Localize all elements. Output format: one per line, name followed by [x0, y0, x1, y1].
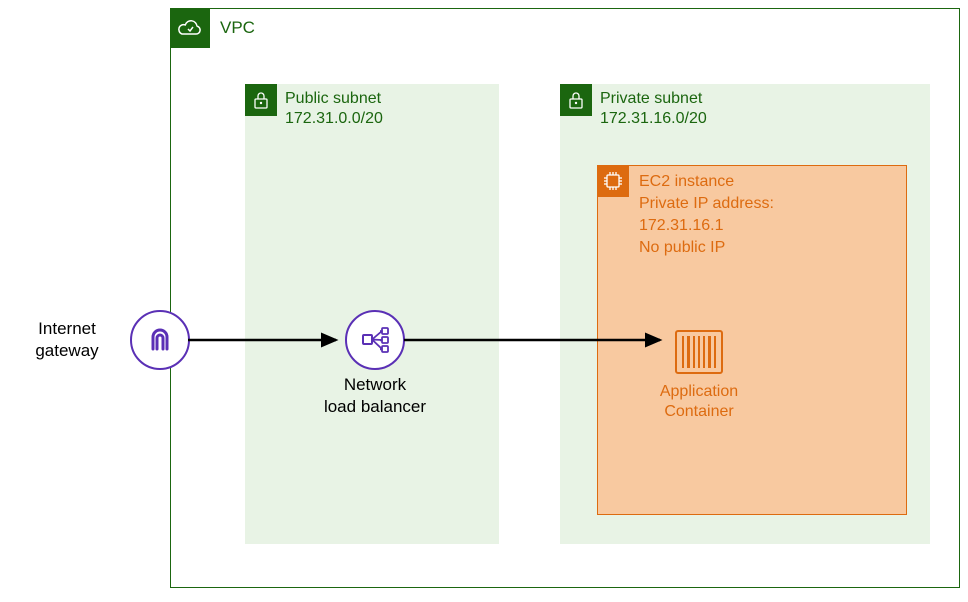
container-label: ApplicationContainer: [653, 382, 745, 422]
lock-icon: [560, 84, 592, 116]
chip-icon: [597, 165, 629, 197]
ec2-line3: 172.31.16.1: [639, 215, 774, 237]
internet-gateway-icon: [130, 310, 190, 370]
load-balancer-icon: [345, 310, 405, 370]
private-subnet-title: Private subnet: [600, 90, 702, 108]
ec2-line4: No public IP: [639, 237, 774, 259]
vpc-label: VPC: [220, 18, 255, 38]
internet-gateway-label: Internetgateway: [12, 318, 122, 362]
public-subnet-cidr: 172.31.0.0/20: [285, 110, 383, 128]
nlb-label: Networkload balancer: [315, 374, 435, 418]
ec2-line2: Private IP address:: [639, 193, 774, 215]
lock-icon: [245, 84, 277, 116]
container-icon: [675, 330, 723, 374]
cloud-icon: [170, 8, 210, 48]
private-subnet-cidr: 172.31.16.0/20: [600, 110, 707, 128]
ec2-title: EC2 instance: [639, 171, 774, 193]
ec2-text: EC2 instancePrivate IP address:172.31.16…: [639, 171, 774, 259]
public-subnet-title: Public subnet: [285, 90, 381, 108]
